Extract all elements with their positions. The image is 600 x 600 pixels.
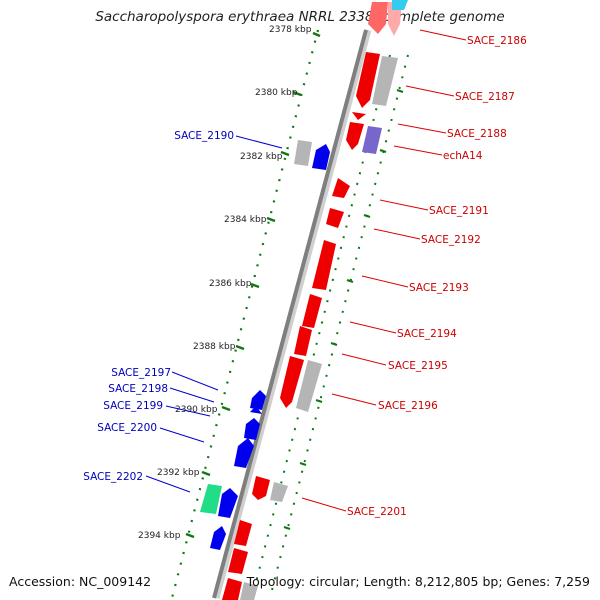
gene-sace2197[interactable] <box>250 390 266 410</box>
tick-marks <box>185 31 321 539</box>
label-sace2200[interactable]: SACE_2200 <box>97 422 157 434</box>
reverse-genes <box>222 0 408 600</box>
outer-tick-track <box>170 29 320 599</box>
label-sace2201[interactable]: SACE_2201 <box>347 506 407 518</box>
tick-label-2394: 2394 kbp <box>138 531 181 541</box>
topology-text: Topology: circular; Length: 8,212,805 bp… <box>246 574 590 589</box>
accession-text: Accession: NC_009142 <box>9 574 152 589</box>
forward-genes <box>200 140 330 550</box>
gene-sace2200[interactable] <box>234 438 254 468</box>
tick-label-2382: 2382 kbp <box>240 152 283 162</box>
gene-sace2191-b[interactable] <box>326 208 344 228</box>
gene-echa14[interactable] <box>362 126 382 154</box>
gene-bottom-1[interactable] <box>234 520 252 546</box>
gene-sace2192[interactable] <box>312 240 336 290</box>
tick-label-2388: 2388 kbp <box>193 342 236 352</box>
gene-sace2188[interactable] <box>352 112 366 120</box>
label-sace2190[interactable]: SACE_2190 <box>174 130 234 142</box>
label-sace2198[interactable]: SACE_2198 <box>108 383 168 395</box>
gene-bottom-blue[interactable] <box>210 526 226 550</box>
gene-sace2187[interactable] <box>356 52 380 108</box>
label-sace2187[interactable]: SACE_2187 <box>455 91 515 103</box>
gene-sace2188-b[interactable] <box>346 122 364 150</box>
track-ticks <box>283 88 404 531</box>
gene-sace2195-grey[interactable] <box>296 360 322 412</box>
tick-label-2384: 2384 kbp <box>224 215 267 225</box>
gene-sace2199[interactable] <box>244 418 260 440</box>
tick-label-2386: 2386 kbp <box>209 279 252 289</box>
label-sace2196[interactable]: SACE_2196 <box>378 400 438 412</box>
label-echa14[interactable]: echA14 <box>443 150 483 162</box>
gene-sace2198[interactable] <box>250 406 262 414</box>
tick-label-2378: 2378 kbp <box>269 25 312 35</box>
label-sace2188[interactable]: SACE_2188 <box>447 128 507 140</box>
gene-bottom-3[interactable] <box>222 578 242 600</box>
gene-sace2186-pseudo[interactable] <box>388 2 402 36</box>
gene-sace2201[interactable] <box>252 476 270 500</box>
gene-sace2187-grey[interactable] <box>372 56 398 106</box>
label-sace2194[interactable]: SACE_2194 <box>397 328 457 340</box>
reverse-leader-lines <box>301 29 467 512</box>
label-sace2195[interactable]: SACE_2195 <box>388 360 448 372</box>
label-sace2197[interactable]: SACE_2197 <box>111 367 171 379</box>
gene-sace2202[interactable] <box>200 484 222 514</box>
gene-sace2195[interactable] <box>280 356 304 408</box>
gene-bottom-2[interactable] <box>228 548 248 574</box>
gene-sace2191[interactable] <box>332 178 350 198</box>
label-sace2186[interactable]: SACE_2186 <box>467 35 527 47</box>
gene-sace2201-grey[interactable] <box>270 482 288 502</box>
gene-sace2190-grey[interactable] <box>294 140 312 166</box>
gene-sace2190[interactable] <box>312 144 330 170</box>
tick-label-2390: 2390 kbp <box>175 405 218 415</box>
label-sace2199[interactable]: SACE_2199 <box>103 400 163 412</box>
gene-sace2186[interactable] <box>368 2 388 34</box>
gene-bottom-grey[interactable] <box>240 582 258 600</box>
gene-cyan-feature[interactable] <box>392 0 408 10</box>
label-sace2191[interactable]: SACE_2191 <box>429 205 489 217</box>
gene-sace2194[interactable] <box>294 326 312 356</box>
label-sace2193[interactable]: SACE_2193 <box>409 282 469 294</box>
label-sace2192[interactable]: SACE_2192 <box>421 234 481 246</box>
forward-leader-lines <box>145 135 283 493</box>
genome-backbone <box>212 29 368 599</box>
label-sace2202[interactable]: SACE_2202 <box>83 471 143 483</box>
tick-label-2380: 2380 kbp <box>255 88 298 98</box>
gene-sace2193[interactable] <box>302 294 322 328</box>
tick-label-2392: 2392 kbp <box>157 468 200 478</box>
gene-sace2202-blue[interactable] <box>218 488 238 518</box>
map-title: Saccharopolyspora erythraea NRRL 2338, c… <box>95 9 505 25</box>
